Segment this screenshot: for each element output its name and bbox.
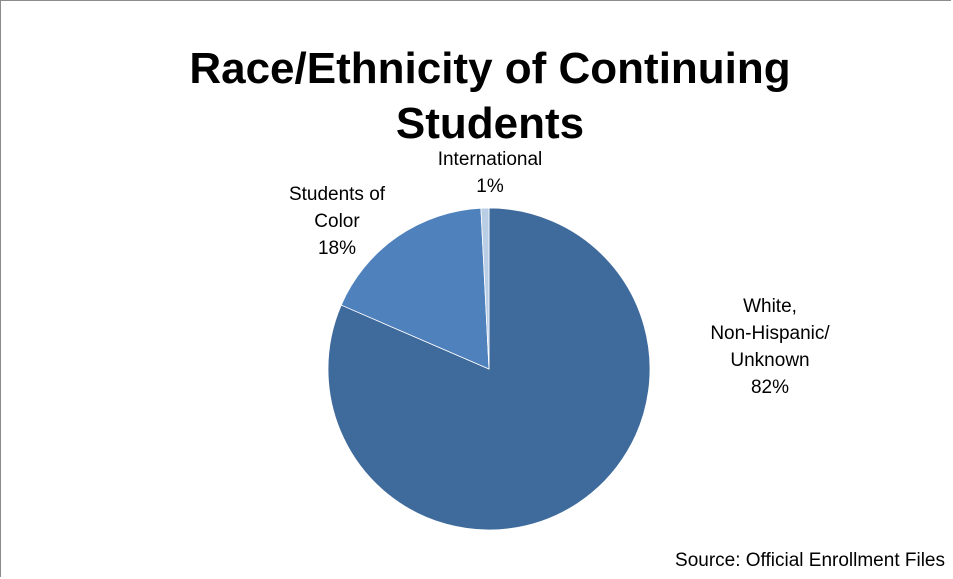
chart-source-note: Source: Official Enrollment Files (675, 550, 945, 571)
slice-label-students-of-color-line-1: Students of (288, 184, 386, 205)
slice-label-white-line-1: White, (743, 296, 797, 317)
slice-value-international: 1% (476, 176, 504, 197)
slice-label-white-line-2: Non-Hispanic/ (710, 323, 830, 344)
pie-slice-students-of-color (340, 207, 490, 370)
slice-value-students-of-color: 18% (317, 238, 357, 259)
chart-title-line-1: Race/Ethnicity of Continuing (189, 44, 791, 93)
slice-value-white: 82% (750, 377, 790, 398)
slice-label-international: International 1% (410, 146, 570, 200)
chart-title-line-2: Students (395, 99, 585, 148)
slice-label-white: White, Non-Hispanic/ Unknown 82% (685, 293, 855, 401)
slice-label-international-line-1: International (437, 149, 543, 170)
slice-label-students-of-color-line-2: Color (314, 211, 360, 232)
pie-slice-international (480, 207, 490, 370)
slice-label-students-of-color: Students of Color 18% (262, 181, 412, 262)
slice-label-white-line-3: Unknown (730, 350, 810, 371)
